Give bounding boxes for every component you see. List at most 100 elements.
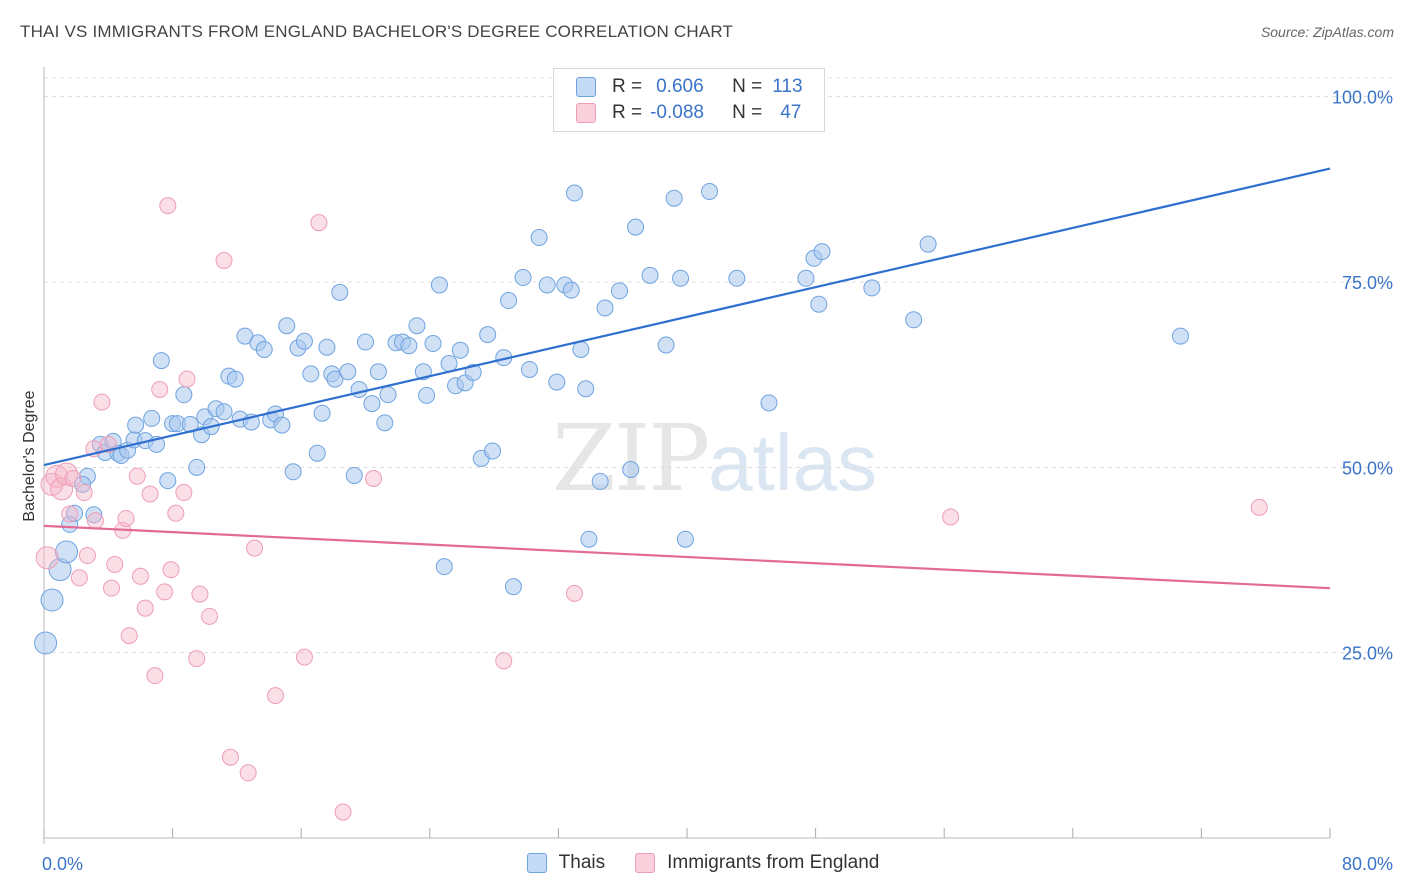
england-point: [178, 370, 196, 388]
chart-title: THAI VS IMMIGRANTS FROM ENGLAND BACHELOR…: [20, 22, 734, 41]
legend-row-england: R = -0.088 N = 47: [576, 101, 801, 125]
thais-point: [318, 338, 336, 356]
watermark-atlas: atlas: [708, 418, 878, 507]
thais-point: [278, 317, 296, 335]
y-tick-label: 25.0%: [1342, 644, 1393, 664]
legend-r-value: -0.088: [650, 102, 704, 123]
england-point: [146, 667, 164, 685]
legend-r-label: R =: [612, 102, 643, 123]
england-point: [128, 467, 146, 485]
england-point: [310, 214, 328, 232]
thais-point: [295, 332, 313, 350]
thais-point: [350, 380, 368, 398]
thais-point: [451, 341, 469, 359]
thais-point: [363, 395, 381, 413]
thais-point: [657, 336, 675, 354]
england-point: [86, 512, 104, 530]
thais-point: [308, 444, 326, 462]
series-label-thais: Thais: [558, 852, 606, 873]
thais-point: [284, 463, 302, 481]
x-tick-label: 0.0%: [42, 854, 83, 874]
thais-point: [302, 365, 320, 383]
england-point: [75, 484, 93, 502]
tick-labels: 25.0% 50.0% 75.0% 100.0% 0.0% 80.0%: [42, 88, 1393, 874]
thais-point: [905, 311, 923, 329]
thais-point: [538, 276, 556, 294]
thais-point: [408, 317, 426, 335]
grid-lines: [44, 77, 1392, 654]
thais-point: [226, 370, 244, 388]
thais-point: [440, 355, 458, 373]
england-point: [188, 650, 206, 668]
thais-point: [530, 229, 548, 247]
thais-trend-line: [43, 167, 1331, 467]
thais-point: [504, 578, 522, 596]
thais-point: [188, 458, 206, 476]
data-points: [34, 183, 1268, 821]
thais-point: [418, 386, 436, 404]
england-point: [106, 555, 124, 573]
england-point: [334, 803, 352, 821]
england-point: [93, 393, 111, 411]
y-tick-label: 100.0%: [1332, 88, 1393, 108]
thais-point: [379, 386, 397, 404]
legend-swatch-england: [576, 103, 596, 123]
thais-point: [483, 442, 501, 460]
england-point: [495, 652, 513, 670]
england-point: [266, 687, 284, 705]
y-tick-label: 75.0%: [1342, 273, 1393, 293]
england-point: [239, 764, 257, 782]
england-point: [191, 585, 209, 603]
zipatlas-watermark: ZIPatlas: [552, 405, 877, 512]
thais-point: [331, 283, 349, 301]
thais-point: [562, 281, 580, 299]
legend-row-thais: R = 0.606 N = 113: [576, 75, 803, 99]
england-point: [1250, 498, 1268, 516]
thais-point: [326, 370, 344, 388]
thais-point: [464, 363, 482, 381]
thais-point: [215, 403, 233, 421]
england-point: [159, 197, 177, 215]
series-swatch-england: [635, 853, 656, 873]
thais-point: [591, 472, 609, 490]
thais-point: [127, 416, 145, 434]
thais-point: [369, 363, 387, 381]
thais-point: [810, 295, 828, 313]
england-point: [365, 469, 383, 487]
legend-r-value: 0.606: [656, 76, 704, 97]
thais-point: [85, 506, 103, 524]
thais-point: [66, 504, 84, 522]
thais-point: [728, 269, 746, 287]
england-point: [565, 584, 583, 602]
thais-point: [175, 386, 193, 404]
thais-point: [430, 276, 448, 294]
thais-point: [672, 269, 690, 287]
axes: [43, 67, 1331, 844]
thais-point: [676, 530, 694, 548]
thais-point: [797, 269, 815, 287]
thais-point: [479, 326, 497, 344]
thais-point: [701, 183, 719, 201]
thais-point: [376, 414, 394, 432]
england-point: [167, 504, 185, 522]
thais-point: [424, 335, 442, 353]
thais-point: [159, 472, 177, 490]
watermark-zip: ZIP: [552, 405, 710, 512]
thais-point: [596, 299, 614, 317]
thais-point: [345, 466, 363, 484]
legend-n-label: N =: [732, 102, 763, 123]
thais-point: [1172, 327, 1190, 345]
thais-point: [255, 340, 273, 358]
thais-point: [400, 337, 418, 355]
england-point: [141, 485, 159, 503]
england-point: [201, 607, 219, 625]
england-point: [45, 464, 69, 488]
thais-point: [500, 292, 518, 310]
thais-point: [622, 461, 640, 479]
source-label: Source: ZipAtlas.com: [1260, 24, 1394, 40]
england-point: [246, 539, 264, 557]
england-point: [215, 251, 233, 269]
thais-point: [572, 340, 590, 358]
series-label-england: Immigrants from England: [667, 852, 880, 873]
thais-point: [760, 394, 778, 412]
